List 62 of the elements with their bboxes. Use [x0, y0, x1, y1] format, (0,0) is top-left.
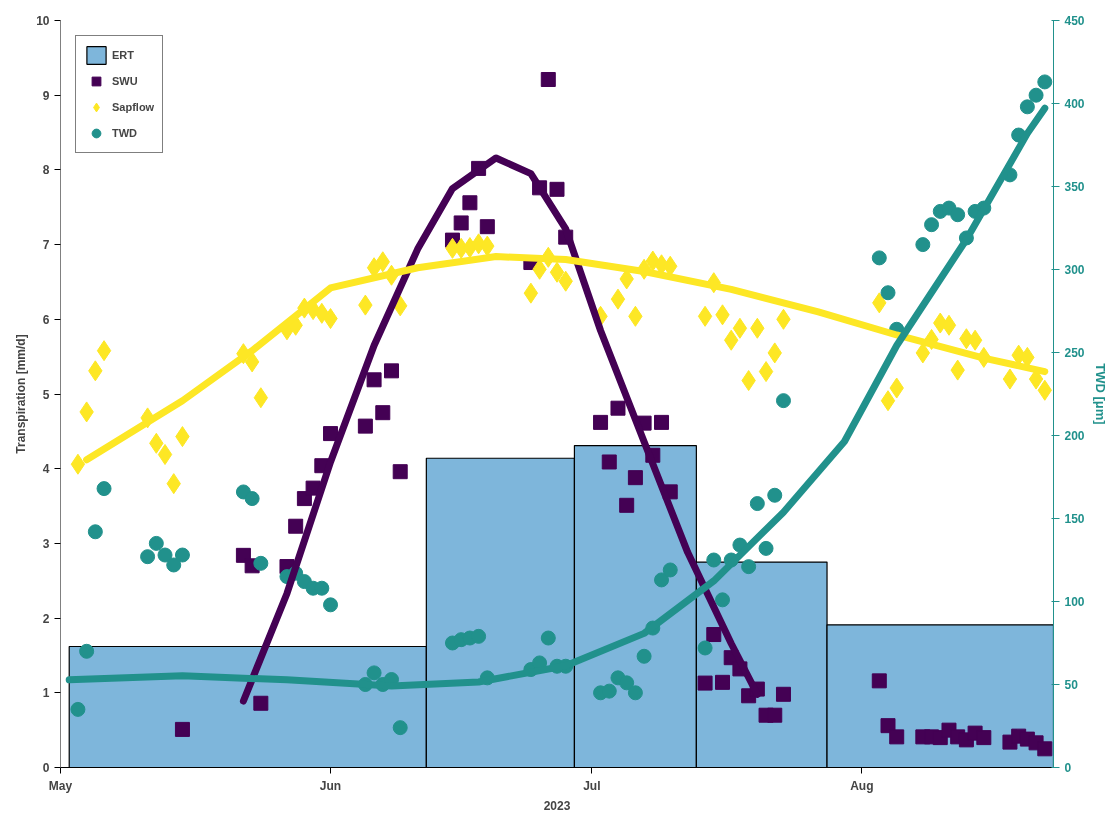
point: [323, 426, 339, 442]
point: [654, 414, 670, 430]
legend-label: Sapflow: [112, 101, 155, 113]
point: [384, 363, 399, 379]
y2-tick-label: 200: [1064, 429, 1085, 443]
point: [976, 730, 992, 746]
y-tick-label: 1: [42, 686, 50, 701]
y2-tick-label: 450: [1064, 14, 1085, 28]
point: [375, 405, 391, 421]
point: [627, 470, 643, 486]
point: [889, 729, 905, 745]
point: [1037, 741, 1053, 757]
y-tick-label: 10: [36, 14, 50, 28]
point: [601, 454, 617, 470]
x-axis-title: 2023: [543, 798, 571, 813]
legend-label: ERT: [112, 49, 134, 61]
x-tick-label: Jun: [319, 778, 342, 793]
point: [253, 695, 269, 711]
point: [593, 414, 609, 430]
y-axis-title: Transpiration [mm/d]: [14, 334, 29, 454]
y2-tick-label: 150: [1064, 512, 1085, 526]
point: [775, 686, 791, 702]
y-tick-label: 5: [42, 387, 50, 402]
x-tick-label: Jul: [583, 778, 601, 793]
y-tick-label: 0: [42, 761, 50, 775]
y-tick-label: 9: [42, 88, 50, 103]
x-tick-label: May: [48, 778, 73, 793]
point: [357, 418, 373, 434]
y-tick-label: 6: [42, 312, 50, 327]
point: [453, 215, 469, 231]
point: [366, 372, 382, 388]
point: [540, 72, 556, 88]
y-tick-label: 8: [42, 163, 50, 178]
point: [619, 497, 635, 513]
legend-label: TWD: [112, 127, 138, 139]
point: [479, 219, 495, 235]
point: [871, 673, 887, 689]
y-tick-label: 2: [42, 611, 50, 626]
point: [767, 707, 783, 723]
point: [697, 675, 713, 691]
y-tick-label: 3: [42, 536, 50, 551]
point: [715, 674, 730, 690]
y2-tick-label: 250: [1064, 346, 1085, 360]
y-tick-label: 7: [42, 238, 50, 253]
point: [174, 721, 190, 737]
point: [305, 480, 321, 496]
x-tick-label: Aug: [850, 778, 874, 793]
point: [392, 464, 408, 480]
point: [462, 195, 478, 211]
y2-tick-label: 400: [1064, 97, 1085, 111]
y2-tick-label: 0: [1064, 761, 1072, 775]
legend-label: SWU: [112, 75, 138, 87]
point: [288, 518, 304, 534]
y-tick-label: 4: [42, 462, 50, 477]
point: [610, 400, 626, 416]
y2-tick-label: 300: [1064, 263, 1085, 277]
y2-axis-title: TWD [μm]: [1092, 363, 1108, 425]
y2-tick-label: 350: [1064, 180, 1085, 194]
y2-tick-label: 50: [1064, 678, 1079, 692]
point: [549, 181, 565, 197]
y2-tick-label: 100: [1064, 595, 1085, 609]
point: [706, 627, 722, 643]
